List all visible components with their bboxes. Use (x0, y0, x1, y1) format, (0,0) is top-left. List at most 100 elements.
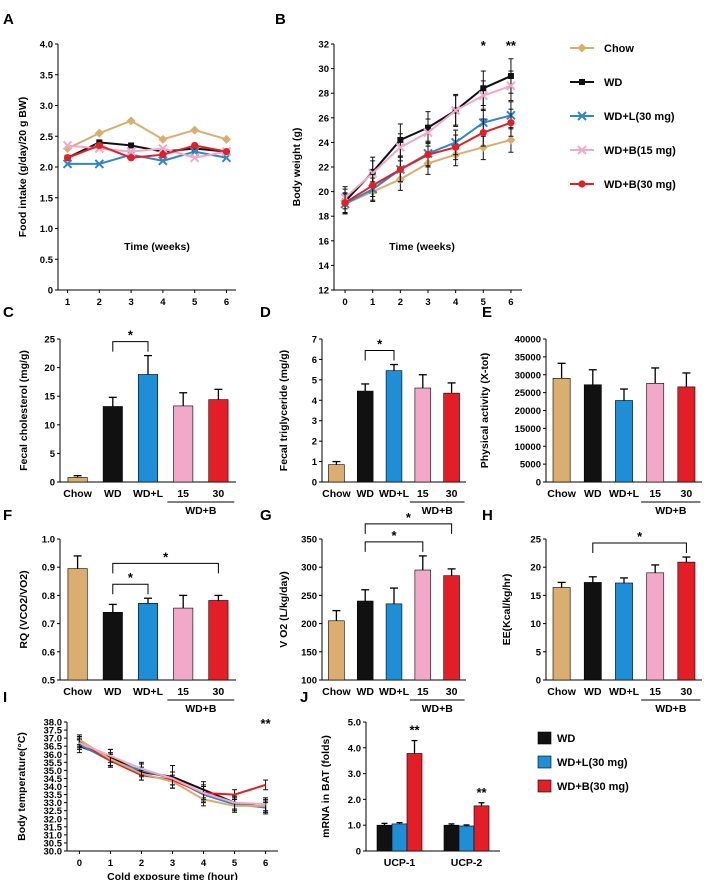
panel-E-y-tick-label: 35000 (515, 352, 541, 363)
panel-J-category-label: UCP-2 (451, 857, 483, 869)
panel-C-bar (138, 374, 158, 483)
panel-D-bar (356, 390, 374, 483)
panel-C-bar (67, 477, 88, 483)
panel-H-category-label: WD+L (609, 686, 640, 698)
panel-G-y-tick-label: 300 (301, 563, 317, 574)
panel-A-data-point (63, 154, 72, 162)
panel-D-y-label: Fecal triglyceride (mg/g) (278, 350, 290, 471)
panel-I-y-tick-label: 36.5 (44, 742, 63, 753)
panel-D-y-tick-label: 3 (312, 416, 317, 427)
panel-B-data-point (341, 199, 349, 207)
panel-H-y-tick-label: 0 (536, 676, 541, 687)
panel-J-y-tick-label: 0 (356, 847, 361, 858)
panel-A-data-point (158, 134, 168, 144)
panel-B-data-point (506, 135, 516, 145)
panel-A-series-line (67, 150, 227, 165)
panel-I-x-tick-label: 6 (263, 858, 268, 869)
panel-B-data-point (367, 168, 378, 178)
panel-B-data-point (506, 81, 516, 91)
panel-F-y-tick-label: 0.9 (42, 563, 55, 574)
panel-I-y-tick-label: 34.5 (44, 774, 63, 785)
panel-J-significance: ** (409, 723, 420, 738)
panel-E-bar (615, 400, 633, 483)
panel-B-y-tick-label: 14 (318, 261, 329, 272)
panel-F-y-tick-label: 0.8 (42, 591, 55, 602)
panel-B-data-point (452, 143, 460, 151)
panel-C-bar (173, 405, 194, 483)
panel-A-data-point (189, 153, 200, 163)
panel-C-category-label: 30 (213, 488, 225, 500)
panel-E-category-label: WD (584, 488, 602, 500)
panel-D-y-tick-label: 1 (312, 457, 318, 468)
panel-H-bar (615, 582, 633, 681)
panel-C-category-label: 15 (177, 488, 189, 500)
panel-I-x-tick-label: 1 (108, 858, 114, 869)
panel-D-y-tick-label: 7 (312, 335, 317, 346)
panel-D-category-label: WD+L (379, 488, 410, 500)
panel-B-significance: * (481, 38, 487, 53)
legend-marker (577, 111, 587, 121)
panel-I-x-tick-label: 0 (77, 858, 82, 869)
panel-E-y-tick-label: 0 (536, 478, 541, 489)
panel-G-y-tick-label: 250 (301, 591, 317, 602)
panel-G-significance-bracket (364, 523, 453, 534)
panel-J-y-tick-label: 5.0 (348, 718, 361, 729)
panel-D-category-label: 15 (417, 488, 429, 500)
panel-B-y-tick-label: 22 (318, 163, 329, 174)
legend-j-swatch (537, 755, 552, 769)
panel-E-label: E (482, 304, 492, 321)
panel-B-x-tick-label: 5 (481, 297, 487, 308)
panel-J-y-tick-label: 2.0 (348, 795, 361, 806)
panel-B-significance: ** (506, 38, 517, 53)
legend-marker (578, 180, 586, 188)
panel-A-y-tick-label: 4.0 (40, 40, 53, 51)
panel-E-y-tick-label: 15000 (515, 424, 541, 435)
panel-D-bar (443, 392, 460, 483)
panel-C-category-label: Chow (63, 488, 92, 500)
panel-E-y-tick-label: 30000 (515, 370, 541, 381)
panel-D-y-tick-label: 6 (312, 355, 317, 366)
panel-E-y-tick-label: 20000 (515, 406, 541, 417)
legend-label: WD (604, 77, 622, 89)
panel-I-series-line (79, 742, 266, 806)
panel-I-y-tick-label: 37.5 (44, 726, 63, 737)
legend-label: WD+B(30 mg) (604, 179, 676, 191)
panel-G-bar (328, 620, 345, 681)
panel-H-bar (583, 582, 602, 681)
panel-C-y-tick-label: 15 (44, 392, 55, 403)
panel-G-category-label: 15 (417, 686, 429, 698)
panel-C-category-label: WD+L (133, 488, 164, 500)
panel-I-y-tick-label: 31.0 (44, 830, 63, 841)
panel-G-bar (356, 600, 374, 681)
panel-F-category-label: WD (104, 686, 122, 698)
panel-I-y-tick-label: 30.0 (44, 847, 63, 858)
panel-B-y-tick-label: 16 (318, 236, 329, 247)
panel-A-x-tick-label: 4 (160, 297, 166, 308)
panel-A-x-label: Time (weeks) (124, 241, 190, 253)
panel-A-x-tick-label: 1 (65, 297, 71, 308)
panel-I-y-tick-label: 36.0 (44, 750, 63, 761)
panel-B-x-label: Time (weeks) (389, 241, 455, 253)
panel-I-x-tick-label: 3 (170, 858, 175, 869)
panel-C-significance-bracket (112, 341, 149, 352)
panel-A-data-point (221, 134, 231, 144)
panel-A-x-tick-label: 5 (192, 297, 198, 308)
panel-E-y-tick-label: 5000 (520, 460, 541, 471)
panel-B-y-tick-label: 18 (318, 212, 329, 223)
panel-C-y-label: Fecal cholesterol (mg/g) (18, 350, 30, 471)
panel-F-bar (208, 600, 229, 681)
panel-I-label: I (3, 689, 7, 706)
panel-A-data-point (158, 143, 168, 154)
panel-D-bar (385, 370, 403, 483)
panel-D-bar (328, 464, 345, 483)
panel-E-category-label: 30 (681, 488, 693, 500)
panel-B-x-tick-label: 6 (508, 297, 513, 308)
panel-B-x-tick-label: 0 (342, 297, 347, 308)
panel-B-data-point (395, 142, 406, 153)
panel-A-data-point (158, 156, 168, 166)
panel-B-label: B (275, 11, 286, 28)
panel-H-significance: * (637, 529, 643, 544)
panel-J-y-tick-label: 4.0 (348, 743, 361, 754)
panel-D-y-tick-label: 5 (312, 375, 318, 386)
